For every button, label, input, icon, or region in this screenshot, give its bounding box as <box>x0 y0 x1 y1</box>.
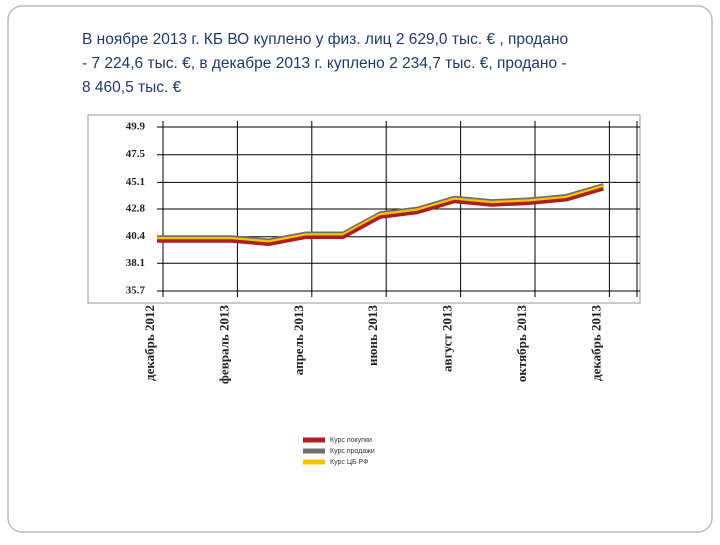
x-tick-label: август 2013 <box>440 305 455 372</box>
series-line <box>157 187 604 246</box>
y-tick-label: 38.1 <box>126 257 145 269</box>
x-tick-label: апрель 2013 <box>291 305 306 376</box>
y-tick-label: 47.5 <box>126 148 146 160</box>
x-tick-label: июнь 2013 <box>365 305 380 367</box>
legend-swatch <box>303 437 325 443</box>
legend-swatch <box>303 459 325 465</box>
slide-text: В ноябре 2013 г. КБ ВО куплено у физ. ли… <box>82 31 568 48</box>
y-tick-label: 40.4 <box>126 230 146 242</box>
legend-label: Курс ЦБ РФ <box>330 459 368 466</box>
legend-swatch <box>303 448 325 454</box>
y-tick-label: 49.9 <box>126 121 146 133</box>
y-tick-label: 42.8 <box>126 203 146 215</box>
series-line <box>157 184 604 244</box>
x-tick-label: декабрь 2013 <box>588 305 603 381</box>
legend-label: Курс покупки <box>330 437 372 444</box>
y-tick-label: 45.1 <box>126 176 145 188</box>
legend-label: Курс продажи <box>330 448 375 455</box>
y-tick-label: 35.7 <box>126 285 146 297</box>
x-tick-label: декабрь 2012 <box>142 305 157 381</box>
slide-text: 8 460,5 тыс. € <box>82 79 182 96</box>
x-tick-label: октябрь 2013 <box>514 305 529 383</box>
slide-text: - 7 224,6 тыс. €, в декабре 2013 г. купл… <box>82 55 567 72</box>
x-tick-label: февраль 2013 <box>216 305 231 385</box>
